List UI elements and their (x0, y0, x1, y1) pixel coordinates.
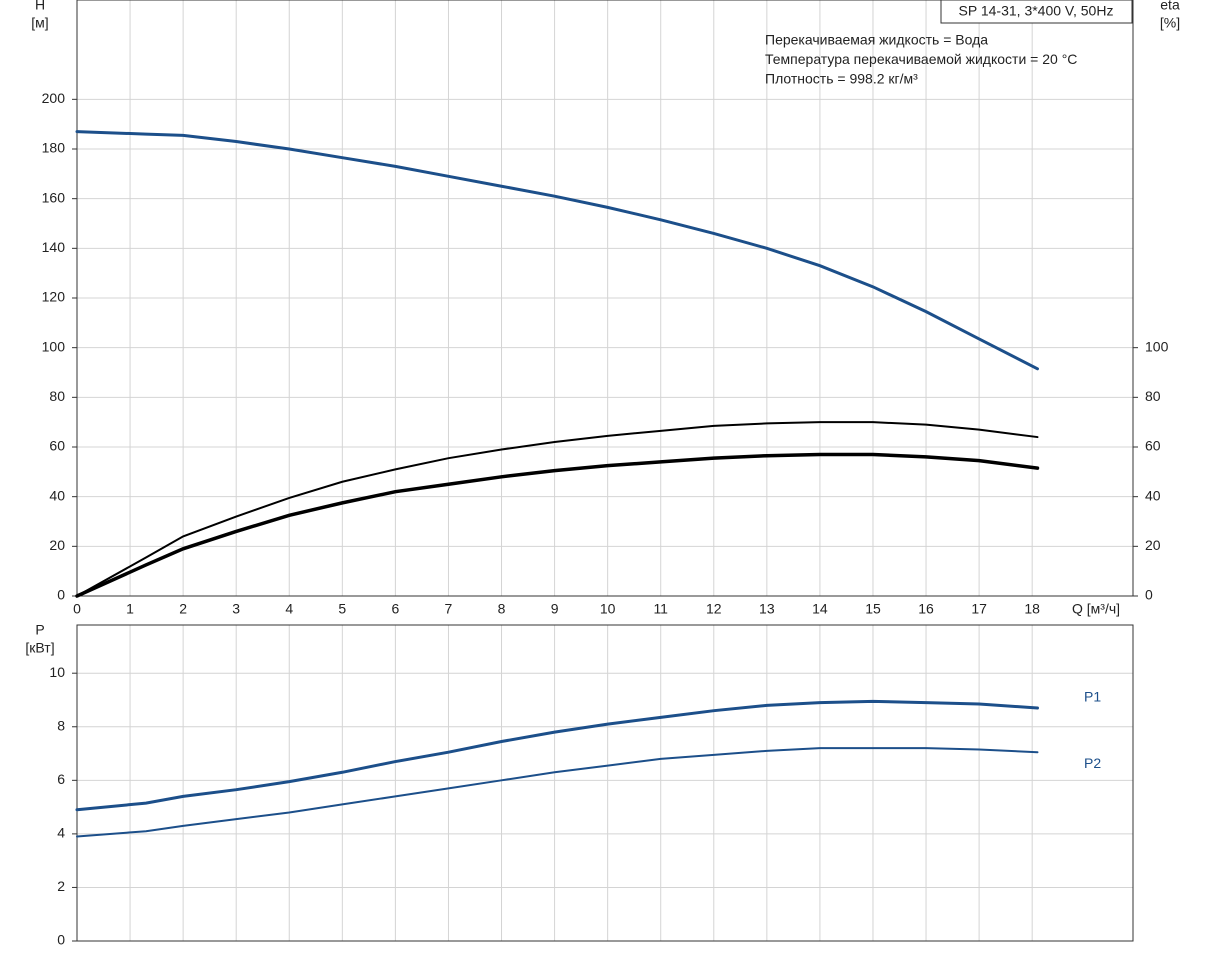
y-tick-label: 80 (49, 388, 65, 404)
y2-tick-label: 20 (1145, 537, 1161, 553)
x-tick-label: 6 (391, 601, 399, 617)
y-tick-label: 40 (49, 487, 65, 503)
y2-tick-label: 80 (1145, 388, 1161, 404)
legend-box-text: SP 14-31, 3*400 V, 50Hz (959, 3, 1114, 19)
y-tick-label: 180 (42, 140, 66, 156)
y-tick-label: 2 (57, 878, 65, 894)
x-tick-label: 11 (653, 601, 668, 617)
curve (75, 452, 1040, 598)
y2-tick-label: 100 (1145, 338, 1169, 354)
plot-frame (76, 624, 1134, 942)
y2-axis-unit: [%] (1160, 15, 1180, 31)
y-tick-label: 20 (49, 537, 65, 553)
x-tick-label: 17 (971, 601, 987, 617)
x-tick-label: 3 (232, 601, 240, 617)
y2-tick-label: 40 (1145, 487, 1161, 503)
x-tick-label: 14 (812, 601, 828, 617)
y2-axis-label: eta (1160, 0, 1180, 13)
y-tick-label: 60 (49, 438, 65, 454)
x-tick-label: 15 (865, 601, 881, 617)
x-tick-label: 18 (1024, 601, 1040, 617)
x-tick-label: 16 (918, 601, 934, 617)
y-tick-label: 6 (57, 771, 65, 787)
curve (75, 130, 1039, 371)
y-tick-label: 160 (42, 189, 66, 205)
y-axis-label: P (35, 622, 44, 638)
x-tick-label: 2 (179, 601, 187, 617)
y2-tick-label: 60 (1145, 438, 1161, 454)
plot-frame (76, 0, 1134, 597)
x-tick-label: 8 (498, 601, 506, 617)
curve-label: P1 (1084, 689, 1101, 705)
curve-label: P2 (1084, 755, 1101, 771)
y-axis-unit: [кВт] (25, 640, 54, 656)
y-tick-label: 120 (42, 289, 66, 305)
x-tick-label: 0 (73, 601, 81, 617)
x-tick-label: 4 (285, 601, 293, 617)
x-tick-label: 13 (759, 601, 775, 617)
y-tick-label: 0 (57, 932, 65, 948)
y2-tick-label: 0 (1145, 587, 1153, 603)
curve (76, 747, 1039, 838)
note: Плотность = 998.2 кг/м³ (765, 71, 918, 87)
y-tick-label: 200 (42, 90, 66, 106)
y-axis-label: H (35, 0, 45, 13)
curve (76, 421, 1039, 597)
x-tick-label: 9 (551, 601, 559, 617)
y-tick-label: 4 (57, 825, 65, 841)
note: Температура перекачиваемой жидкости = 20… (765, 51, 1077, 67)
y-axis-unit: [м] (31, 15, 48, 31)
x-tick-label: 5 (338, 601, 346, 617)
x-tick-label: 1 (126, 601, 134, 617)
y-tick-label: 140 (42, 239, 66, 255)
note: Перекачиваемая жидкость = Вода (765, 32, 988, 48)
x-tick-label: 10 (600, 601, 616, 617)
x-tick-label: 12 (706, 601, 722, 617)
y-tick-label: 0 (57, 587, 65, 603)
y-tick-label: 10 (49, 664, 65, 680)
y-tick-label: 100 (42, 338, 66, 354)
x-axis-label: Q [м³/ч] (1072, 601, 1120, 617)
curve (75, 699, 1039, 812)
x-tick-label: 7 (445, 601, 453, 617)
y-tick-label: 8 (57, 717, 65, 733)
legend-box (940, 0, 1133, 24)
